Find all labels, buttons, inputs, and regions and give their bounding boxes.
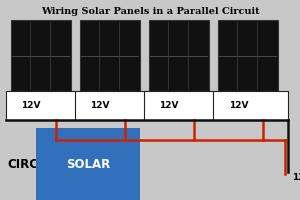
Bar [144,91,214,120]
Bar [75,91,146,120]
Text: 12V: 12V [292,173,300,182]
Bar [213,91,288,120]
Text: SOLAR: SOLAR [66,158,110,170]
Bar [11,20,70,91]
Text: CIRCUIT: CIRCUIT [8,158,61,170]
Text: 12V: 12V [159,101,178,110]
Bar [80,20,140,91]
Text: 12V: 12V [21,101,40,110]
Bar [148,20,208,91]
Bar [218,20,278,91]
Text: Wiring Solar Panels in a Parallel Circuit: Wiring Solar Panels in a Parallel Circui… [41,7,259,16]
Text: 12V: 12V [90,101,110,110]
Text: 12V: 12V [230,101,249,110]
Bar [6,91,76,120]
